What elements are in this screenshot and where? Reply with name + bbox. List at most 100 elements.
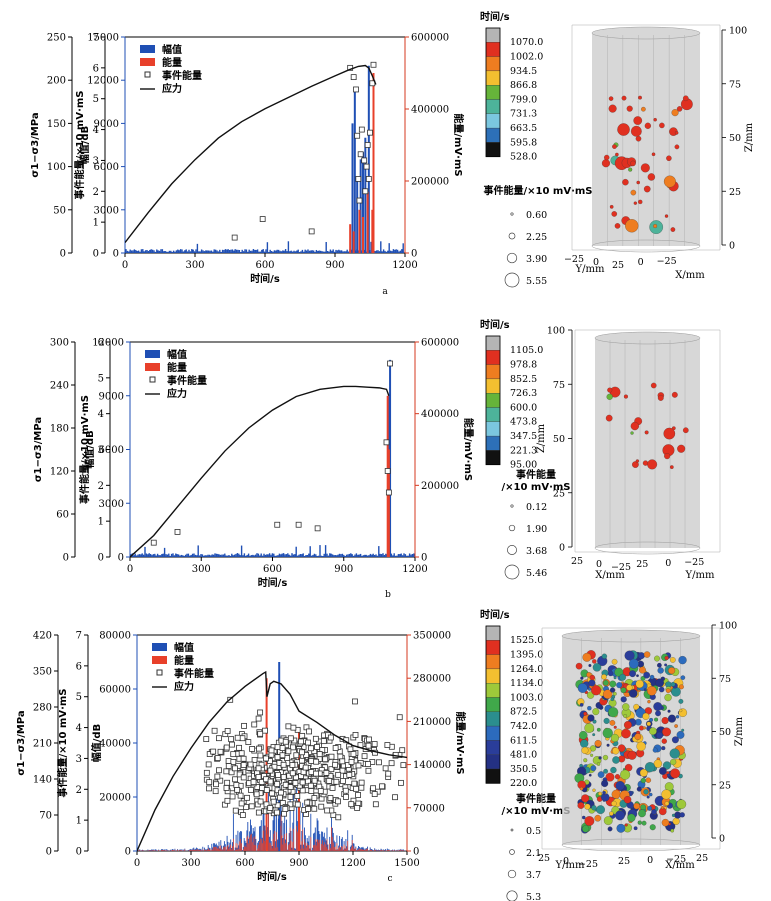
size-legend-title: 事件能量 (516, 792, 556, 805)
event-sphere (601, 780, 609, 788)
event-energy-point (342, 787, 349, 794)
event-energy-point (238, 800, 245, 807)
event-energy-point (203, 769, 210, 776)
size-legend-label: 0.60 (526, 210, 547, 221)
size-legend-circle (507, 869, 517, 879)
event-sphere (613, 676, 617, 680)
size-legend-circle (510, 212, 514, 216)
stress-axis-tick-label: 140 (33, 775, 52, 786)
event-sphere (651, 152, 656, 157)
event-sphere (607, 670, 614, 677)
colorbar-swatch (485, 364, 501, 380)
event-sphere (653, 759, 663, 768)
event-sphere (584, 723, 595, 733)
colorbar-swatch (485, 70, 501, 86)
energy-axis: 0 70000 140000 210000 280000 350000 (406, 631, 451, 858)
event-energy-point (326, 778, 333, 784)
event-sphere (579, 786, 584, 791)
event-sphere (633, 201, 637, 205)
stress-axis: 0 60 120 180 240 300 (50, 338, 76, 564)
event-energy-point (214, 773, 221, 780)
event-energy-point (225, 763, 232, 769)
y-tick-label: −25 (564, 254, 584, 265)
event-energy-point (322, 756, 329, 763)
stress-axis-tick-label: 280 (33, 703, 52, 714)
event-sphere (652, 747, 658, 753)
event-energy-point (248, 786, 254, 793)
x-axis-title: 时间/s (257, 870, 287, 883)
y-axis-title: Y/mm (685, 570, 715, 581)
event-energy-point (225, 758, 232, 764)
event-sphere (654, 717, 659, 722)
size-legend-label: 3.7 (526, 870, 541, 881)
event-sphere (679, 708, 683, 713)
event-sphere (664, 655, 669, 661)
event-energy-point (355, 792, 361, 798)
event-sphere (661, 746, 666, 751)
event-energy-point (241, 722, 247, 729)
event-sphere (676, 106, 683, 112)
size-legend-circle (504, 564, 520, 580)
colorbar-swatch (485, 335, 501, 351)
event-sphere (626, 105, 633, 112)
event-sphere (615, 810, 625, 821)
event-energy-point (274, 744, 281, 751)
event-energy-point (311, 805, 318, 812)
event-sphere (587, 687, 592, 691)
event-sphere (612, 691, 617, 696)
colorbar-swatch (485, 435, 501, 451)
event-sphere (628, 658, 639, 669)
event-energy-point (385, 770, 392, 777)
colorbar-swatch (485, 56, 501, 72)
colorbar-swatch (485, 85, 501, 100)
legend-label-stress: 应力 (167, 387, 187, 400)
event-energy-point (358, 779, 365, 786)
event-sphere (644, 762, 656, 773)
event-sphere (608, 104, 617, 113)
colorbar-label: 595.8 (510, 137, 537, 148)
event-sphere (613, 725, 617, 729)
x-tick-label: 0 (122, 260, 128, 271)
event-energy-axis-tick-label: 0 (93, 249, 99, 260)
z-tick-label: 75 (719, 674, 731, 685)
event-energy-point (400, 762, 407, 769)
colorbar-label: 611.5 (510, 735, 537, 746)
y-tick-label: 0 (596, 559, 602, 570)
event-energy-axis-tick-label: 2 (76, 785, 82, 796)
event-energy-point (263, 801, 270, 808)
event-energy-point (224, 728, 231, 734)
stress-axis-tick-label: 0 (60, 249, 66, 260)
event-sphere (602, 727, 613, 739)
colorbar-swatch (485, 142, 501, 157)
event-energy-point (302, 764, 309, 771)
stress-axis-tick-label: 0 (46, 847, 52, 858)
event-energy-point (247, 761, 254, 768)
y-tick-label: 25 (571, 556, 583, 567)
event-energy-point (335, 771, 342, 778)
event-energy-point (233, 782, 240, 788)
event-sphere (603, 816, 613, 826)
event-energy-axis-tick-label: 1 (76, 816, 82, 827)
event-sphere (670, 227, 676, 232)
colorbar-label: 473.8 (510, 417, 537, 428)
event-sphere (640, 163, 650, 173)
event-sphere (584, 803, 591, 810)
legend-label-event-energy: 事件能量 (174, 667, 214, 680)
event-energy-point (282, 738, 289, 745)
event-energy-point (206, 779, 213, 786)
event-sphere (603, 717, 610, 724)
event-sphere (616, 823, 626, 833)
amplitude-axis-tick-label: 12000 (87, 76, 119, 87)
x-tick-label: 0 (665, 558, 671, 569)
size-legend-circle (507, 545, 517, 555)
x-tick-label: 600 (235, 858, 254, 869)
event-energy-point (365, 176, 372, 182)
event-sphere (671, 686, 681, 697)
event-sphere (647, 700, 651, 704)
event-energy-axis-tick-label: 1 (93, 218, 99, 229)
event-energy-point (328, 753, 335, 760)
event-sphere (630, 125, 642, 137)
event-sphere (603, 768, 608, 774)
event-energy-point (348, 759, 355, 765)
